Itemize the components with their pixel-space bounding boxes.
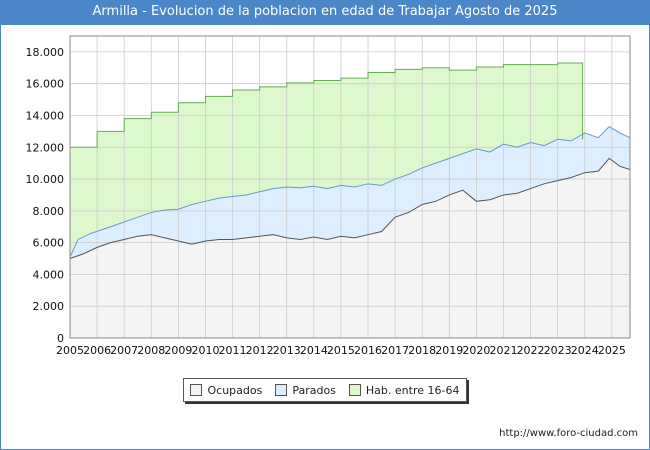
- legend-item-ocupados: Ocupados: [190, 384, 262, 397]
- y-tick-label: 8.000: [33, 205, 65, 218]
- legend-label-parados: Parados: [292, 383, 336, 397]
- x-tick-label: 2006: [83, 344, 111, 357]
- x-tick-label: 2011: [219, 344, 247, 357]
- x-tick-label: 2008: [137, 344, 165, 357]
- y-tick-label: 18.000: [26, 46, 65, 59]
- legend: Ocupados Parados Hab. entre 16-64: [183, 378, 467, 402]
- legend-swatch-parados: [275, 384, 288, 396]
- x-tick-label: 2007: [110, 344, 138, 357]
- x-tick-label: 2023: [544, 344, 572, 357]
- source-link[interactable]: http://www.foro-ciudad.com: [499, 428, 638, 439]
- plot-border: [69, 35, 631, 339]
- x-tick-label: 2012: [246, 344, 274, 357]
- x-tick-label: 2017: [381, 344, 409, 357]
- y-tick-label: 6.000: [33, 237, 65, 250]
- legend-label-ocupados: Ocupados: [207, 383, 263, 397]
- x-tick-label: 2024: [571, 344, 599, 357]
- x-tick-label: 2016: [354, 344, 382, 357]
- x-tick-label: 2005: [56, 344, 84, 357]
- y-tick-label: 14.000: [26, 109, 65, 122]
- y-tick-label: 0: [57, 332, 64, 345]
- x-tick-label: 2015: [327, 344, 355, 357]
- x-tick-label: 2020: [462, 344, 490, 357]
- legend-label-hab: Hab. entre 16-64: [365, 383, 460, 397]
- y-tick-label: 4.000: [33, 268, 65, 281]
- legend-item-parados: Parados: [275, 384, 336, 397]
- line-parados: [69, 125, 631, 258]
- x-tick-label: 2021: [489, 344, 517, 357]
- y-tick-label: 2.000: [33, 300, 65, 313]
- x-tick-label: 2010: [191, 344, 219, 357]
- y-tick-label: 10.000: [26, 173, 65, 186]
- x-tick-label: 2019: [435, 344, 463, 357]
- x-tick-label: 2018: [408, 344, 436, 357]
- legend-swatch-hab: [348, 384, 361, 396]
- x-tick-label: 2022: [517, 344, 545, 357]
- y-tick-label: 12.000: [26, 141, 65, 154]
- x-tick-label: 2009: [164, 344, 192, 357]
- legend-swatch-ocupados: [190, 384, 203, 396]
- line-ocupados: [69, 157, 631, 259]
- legend-item-hab: Hab. entre 16-64: [348, 383, 460, 397]
- y-tick-label: 16.000: [26, 78, 65, 91]
- x-tick-label: 2013: [273, 344, 301, 357]
- area-ocupados: [70, 158, 630, 338]
- x-tick-label: 2025: [598, 344, 626, 357]
- x-tick-label: 2014: [300, 344, 328, 357]
- line-hab: [70, 62, 584, 148]
- chart-title: Armilla - Evolucion de la poblacion en e…: [0, 0, 650, 24]
